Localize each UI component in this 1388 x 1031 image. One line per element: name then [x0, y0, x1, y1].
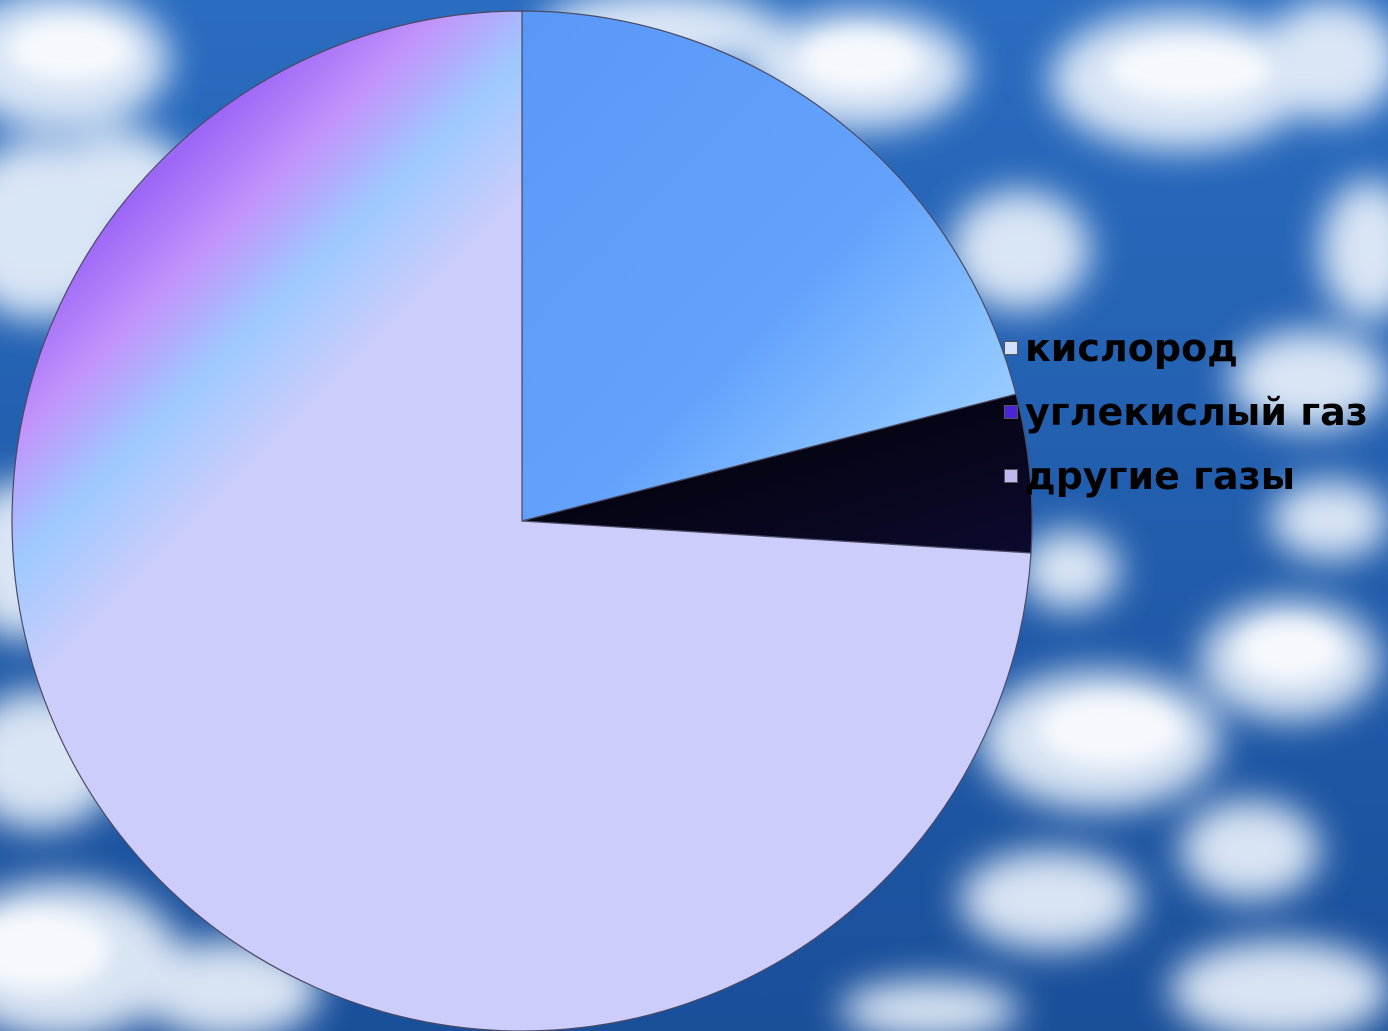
legend-item-other-gases: другие газы — [1004, 444, 1384, 508]
legend-label-oxygen: кислород — [1025, 329, 1238, 367]
pie-slices — [12, 11, 1032, 1031]
legend-swatch-oxygen — [1004, 341, 1018, 355]
legend-swatch-co2 — [1004, 405, 1018, 419]
legend-item-oxygen: кислород — [1004, 316, 1384, 380]
legend-item-co2: углекислый газ — [1004, 380, 1384, 444]
chart-legend: кислород углекислый газ другие газы — [1004, 316, 1384, 508]
legend-label-co2: углекислый газ — [1025, 393, 1368, 431]
legend-swatch-other-gases — [1004, 469, 1018, 483]
legend-label-other-gases: другие газы — [1025, 457, 1295, 495]
